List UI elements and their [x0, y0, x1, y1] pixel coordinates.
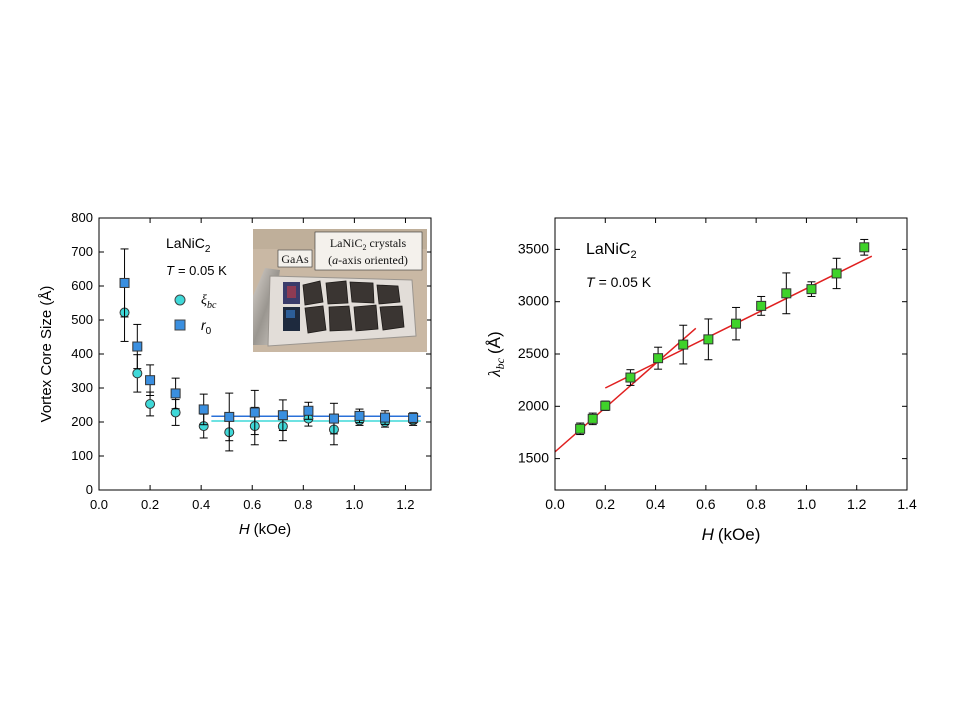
gaas-label-box — [277, 249, 313, 268]
x-tick-label: 1.2 — [847, 496, 867, 512]
data-point — [781, 288, 792, 299]
data-point — [703, 334, 714, 345]
y-tick-label: 2000 — [518, 397, 549, 413]
data-point — [756, 300, 767, 311]
y-tick-label: 1500 — [518, 450, 549, 466]
x-tick-label: 1.2 — [396, 497, 414, 512]
left-material-label: LaNiC2 — [166, 235, 211, 255]
gaas-label: GaAs — [281, 252, 309, 266]
data-point — [806, 284, 817, 295]
data-point — [678, 339, 689, 350]
y-tick-label: 600 — [71, 278, 93, 293]
left-data-points — [119, 248, 419, 452]
right-chart-ticks: 0.0 0.2 0.4 0.6 0.8 1.0 1.2 1.4 1500 2000 2500 3000… — [518, 218, 917, 512]
data-point — [277, 410, 288, 421]
y-tick-label: 400 — [71, 346, 93, 361]
left-legend: ξbc r0 — [174, 293, 217, 337]
left-chart-ticks: 0.0 0.2 0.4 0.6 0.8 1.0 1.2 0 100 200 300 400 500 600… — [71, 210, 431, 512]
crystals-label-box — [314, 231, 423, 271]
data-point — [119, 277, 130, 288]
data-point — [170, 388, 181, 399]
data-point — [249, 407, 260, 418]
data-point — [731, 318, 742, 329]
legend-marker-r0 — [174, 319, 186, 331]
right-temperature-label: T = 0.05 K — [586, 274, 652, 290]
data-point — [408, 412, 419, 423]
data-point — [600, 400, 611, 411]
x-tick-label: 0.0 — [545, 496, 565, 512]
right-material-label: LaNiC2 — [586, 241, 637, 261]
x-tick-label: 0.6 — [243, 497, 261, 512]
y-tick-label: 700 — [71, 244, 93, 259]
x-tick-label: 0.4 — [192, 497, 210, 512]
inset-photo: GaAs LaNiC2 crystals (a-axis oriented) — [253, 229, 427, 352]
data-point — [170, 407, 181, 418]
data-point — [575, 423, 586, 434]
legend-marker-xi — [174, 294, 186, 306]
y-tick-label: 800 — [71, 210, 93, 225]
x-tick-label: 0.8 — [294, 497, 312, 512]
x-tick-label: 0.8 — [746, 496, 766, 512]
x-tick-label: 0.2 — [596, 496, 616, 512]
y-tick-label: 3500 — [518, 240, 549, 256]
data-point — [145, 398, 156, 409]
data-point — [132, 341, 143, 352]
right-data-points — [575, 238, 870, 436]
right-y-axis-label: λbc(Å) — [485, 331, 507, 377]
y-tick-label: 3000 — [518, 293, 549, 309]
data-point — [198, 404, 209, 415]
left-plot-frame — [98, 217, 432, 491]
data-point — [587, 413, 598, 424]
x-tick-label: 1.4 — [897, 496, 917, 512]
data-point — [328, 413, 339, 424]
y-tick-label: 100 — [71, 448, 93, 463]
right-plot-frame — [554, 217, 908, 491]
crystals-label-line2: (a-axis oriented) — [328, 253, 408, 267]
data-point — [831, 268, 842, 279]
x-tick-label: 1.0 — [797, 496, 817, 512]
x-tick-label: 0.2 — [141, 497, 159, 512]
left-chart: 0.0 0.2 0.4 0.6 0.8 1.0 1.2 0 100 200 300 400 500 600… — [38, 210, 432, 538]
x-tick-label: 0.6 — [696, 496, 716, 512]
data-point — [859, 242, 870, 253]
y-tick-label: 0 — [86, 482, 93, 497]
y-tick-label: 300 — [71, 380, 93, 395]
x-tick-label: 0.0 — [90, 497, 108, 512]
legend-label-xi: ξbc — [201, 293, 217, 311]
legend-label-r0: r0 — [201, 317, 212, 337]
data-point — [132, 368, 143, 379]
left-y-axis-label: Vortex Core Size (Å) — [38, 286, 55, 423]
y-tick-label: 200 — [71, 414, 93, 429]
right-chart: 0.0 0.2 0.4 0.6 0.8 1.0 1.2 1.4 1500 2000 2500 3000… — [485, 217, 917, 544]
data-point — [145, 375, 156, 386]
left-temperature-label: T = 0.05 K — [166, 263, 227, 278]
data-point — [653, 353, 664, 364]
y-tick-label: 2500 — [518, 345, 549, 361]
data-point — [354, 410, 365, 421]
x-tick-label: 0.4 — [646, 496, 666, 512]
data-point — [625, 372, 636, 383]
data-point — [224, 411, 235, 422]
right-x-axis-label: H (kOe) — [702, 525, 761, 544]
crystals-label-line1: LaNiC2 crystals — [330, 236, 407, 252]
crystals — [302, 280, 405, 334]
y-tick-label: 500 — [71, 312, 93, 327]
x-tick-label: 1.0 — [345, 497, 363, 512]
data-point — [303, 405, 314, 416]
left-x-axis-label: H (kOe) — [239, 521, 291, 538]
data-point — [380, 412, 391, 423]
